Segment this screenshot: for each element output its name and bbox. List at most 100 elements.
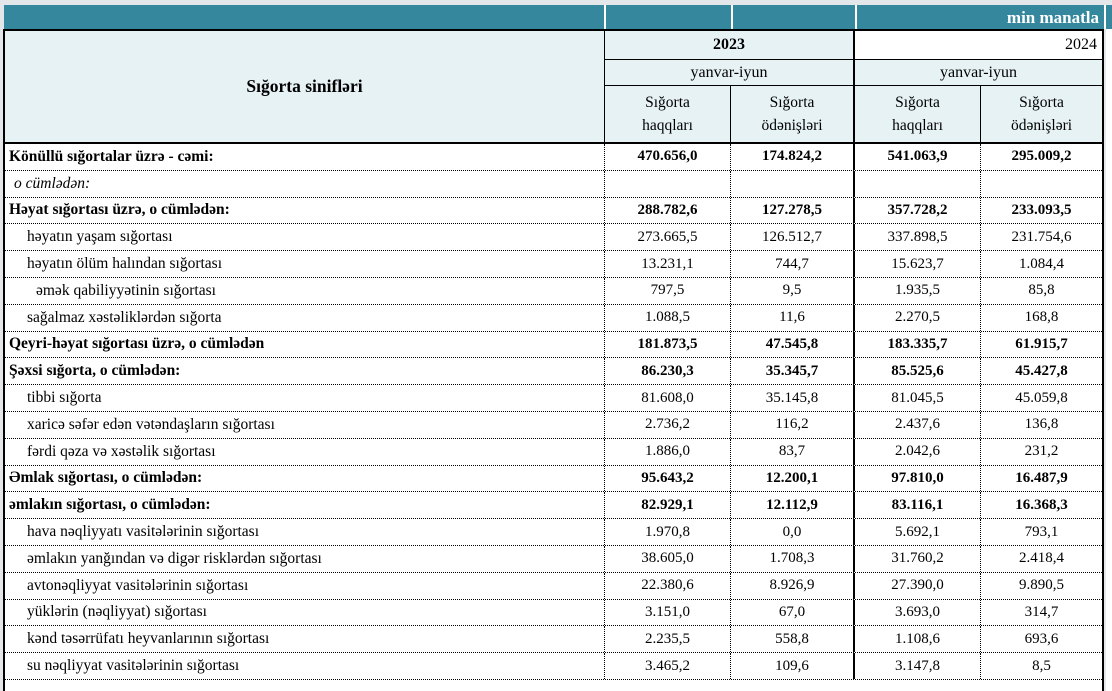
- value-cell: 693,6: [1024, 630, 1059, 647]
- value-cell: 45.427,8: [1015, 362, 1068, 379]
- table-row: su nəqliyyat vasitələrinin sığortası 3.46…: [5, 653, 1102, 680]
- value-cell: 22.380,6: [605, 572, 731, 599]
- value-cell: [981, 171, 1102, 197]
- table-row: fərdi qəza və xəstəlik sığortası 1.886,0 8…: [5, 438, 1102, 466]
- value-cell: 797,5: [605, 277, 731, 304]
- value-cell: 1.084,4: [1019, 255, 1064, 272]
- unit-bar-segment: min manatla: [857, 5, 1104, 29]
- table-row: tibbi sığorta 81.608,0 35.145,8 81.045,5 45.…: [5, 385, 1102, 412]
- value-cell: 95.643,2: [605, 465, 731, 492]
- value-cell: 109,6: [731, 653, 855, 679]
- value-cell: 744,7: [731, 251, 855, 277]
- row-label: Qeyri-həyat sığortası üzrə, o cümlədən: [5, 331, 605, 358]
- value-cell: 8,5: [1032, 657, 1051, 674]
- value-cell: 116,2: [731, 411, 855, 438]
- value-cell: 558,8: [731, 626, 855, 653]
- row-label: Şəxsi sığorta, o cümlədən:: [5, 358, 605, 385]
- table-row: sağalmaz xəstəliklərdən sığorta 1.088,5 11…: [5, 304, 1102, 332]
- value-cell: 9.890,5: [1019, 577, 1064, 594]
- unit-bar-segment: [733, 5, 855, 29]
- table-row: həyatın ölüm halından sığortası 13.231,1 7…: [5, 251, 1102, 278]
- value-cell: 183.335,7: [855, 331, 981, 358]
- table-row: həyatın yaşam sığortası 273.665,5 126.512,…: [5, 224, 1102, 252]
- value-cell: 2.418,4: [1019, 550, 1064, 567]
- row-label: əmək qabiliyyətinin sığortası: [5, 277, 605, 304]
- row-label: yüklərin (nəqliyyat) sığortası: [5, 599, 605, 626]
- table-row: əmək qabiliyyətinin sığortası 797,5 9,5 1.9…: [5, 277, 1102, 305]
- value-cell: [605, 170, 731, 197]
- table-row: əmlakın yanğından və digər risklərdən sı…: [5, 545, 1102, 573]
- value-cell: 470.656,0: [605, 144, 731, 170]
- table-row: Şəxsi sığorta, o cümlədən: 86.230,3 35.345…: [5, 358, 1102, 386]
- row-label: hava nəqliyyatı vasitələrinin sığortası: [5, 519, 605, 545]
- value-cell: 31.760,2: [855, 545, 981, 572]
- class-column-header: Sığorta sinifləri: [5, 31, 605, 142]
- row-label: tibbi sığorta: [5, 385, 605, 411]
- value-cell: 337.898,5: [855, 224, 981, 251]
- value-cell: 67,0: [731, 599, 855, 626]
- value-cell: 2.235,5: [605, 626, 731, 653]
- value-cell: 273.665,5: [605, 224, 731, 251]
- value-cell: 85.525,6: [855, 358, 981, 385]
- value-cell: 81.045,5: [855, 385, 981, 411]
- value-cell: 357.728,2: [855, 197, 981, 224]
- row-label: kənd təsərrüfatı heyvanlarının sığortası: [5, 626, 605, 653]
- value-cell: 233.093,5: [1011, 201, 1072, 218]
- row-label: fərdi qəza və xəstəlik sığortası: [5, 438, 605, 465]
- value-cell: 12.200,1: [731, 465, 855, 492]
- value-cell: 27.390,0: [855, 572, 981, 599]
- year-header-2024: 2024: [855, 31, 1102, 60]
- value-cell: 16.368,3: [1015, 496, 1068, 513]
- value-cell: 3.693,0: [855, 599, 981, 626]
- value-cell: 168,8: [1024, 309, 1059, 326]
- value-cell: 83,7: [731, 438, 855, 465]
- row-label: Könüllü sığortalar üzrə - cəmi:: [5, 144, 605, 170]
- period-header-2024: yanvar-iyun: [855, 60, 1102, 86]
- value-cell: 541.063,9: [855, 144, 981, 170]
- insurance-table: Sığorta sinifləri 2023 2024 yanvar-iyun …: [3, 29, 1104, 691]
- value-cell: 35.345,7: [731, 358, 855, 385]
- row-label: su nəqliyyat vasitələrinin sığortası: [5, 653, 605, 679]
- value-cell: 3.147,8: [855, 653, 981, 679]
- value-cell: 86.230,3: [605, 358, 731, 385]
- value-cell: 2.042,6: [855, 438, 981, 465]
- table-body: Könüllü sığortalar üzrə - cəmi: 470.656,0…: [5, 144, 1102, 680]
- value-cell: 174.824,2: [731, 144, 855, 170]
- sheet-edge-sliver: [1106, 29, 1112, 691]
- row-label: avtonəqliyyat vasitələrinin sığortası: [5, 572, 605, 599]
- table-row: yüklərin (nəqliyyat) sığortası 3.151,0 67,…: [5, 599, 1102, 627]
- table-row: kənd təsərrüfatı heyvanlarının sığortası…: [5, 626, 1102, 654]
- year-header-2023: 2023: [605, 31, 855, 60]
- value-cell: 8.926,9: [731, 572, 855, 599]
- value-cell: 2.437,6: [855, 411, 981, 438]
- row-label: Həyat sığortası üzrə, o cümlədən:: [5, 197, 605, 224]
- table-row: xaricə səfər edən vətəndaşların sığortas…: [5, 411, 1102, 439]
- subheader-premiums-2023: Sığorta haqqları: [605, 86, 731, 142]
- value-cell: 81.608,0: [605, 385, 731, 411]
- value-cell: 35.145,8: [731, 385, 855, 411]
- value-cell: 38.605,0: [605, 545, 731, 572]
- table-row: avtonəqliyyat vasitələrinin sığortası 22.…: [5, 572, 1102, 600]
- value-cell: 11,6: [731, 304, 855, 331]
- value-cell: [731, 170, 855, 197]
- value-cell: 61.915,7: [1015, 335, 1068, 352]
- value-cell: 3.465,2: [605, 653, 731, 679]
- row-label: əmlakın yanğından və digər risklərdən sı…: [5, 545, 605, 572]
- value-cell: 2.736,2: [605, 411, 731, 438]
- value-cell: 1.088,5: [605, 304, 731, 331]
- value-cell: 288.782,6: [605, 197, 731, 224]
- table-header: Sığorta sinifləri 2023 2024 yanvar-iyun …: [5, 31, 1102, 144]
- value-cell: 231,2: [1024, 443, 1059, 460]
- value-cell: 3.151,0: [605, 599, 731, 626]
- value-cell: 1.935,5: [855, 277, 981, 304]
- value-cell: 295.009,2: [1011, 148, 1072, 165]
- period-header-2023: yanvar-iyun: [605, 60, 855, 86]
- subheader-payments-2024: Sığorta ödənişləri: [1010, 93, 1073, 134]
- unit-label: min manatla: [1006, 7, 1099, 27]
- value-cell: 2.270,5: [855, 304, 981, 331]
- value-cell: 15.623,7: [855, 251, 981, 277]
- value-cell: 16.487,9: [1015, 469, 1068, 486]
- row-label: əmlakın sığortası, o cümlədən:: [5, 492, 605, 519]
- value-cell: 47.545,8: [731, 331, 855, 358]
- value-cell: 85,8: [1028, 282, 1055, 299]
